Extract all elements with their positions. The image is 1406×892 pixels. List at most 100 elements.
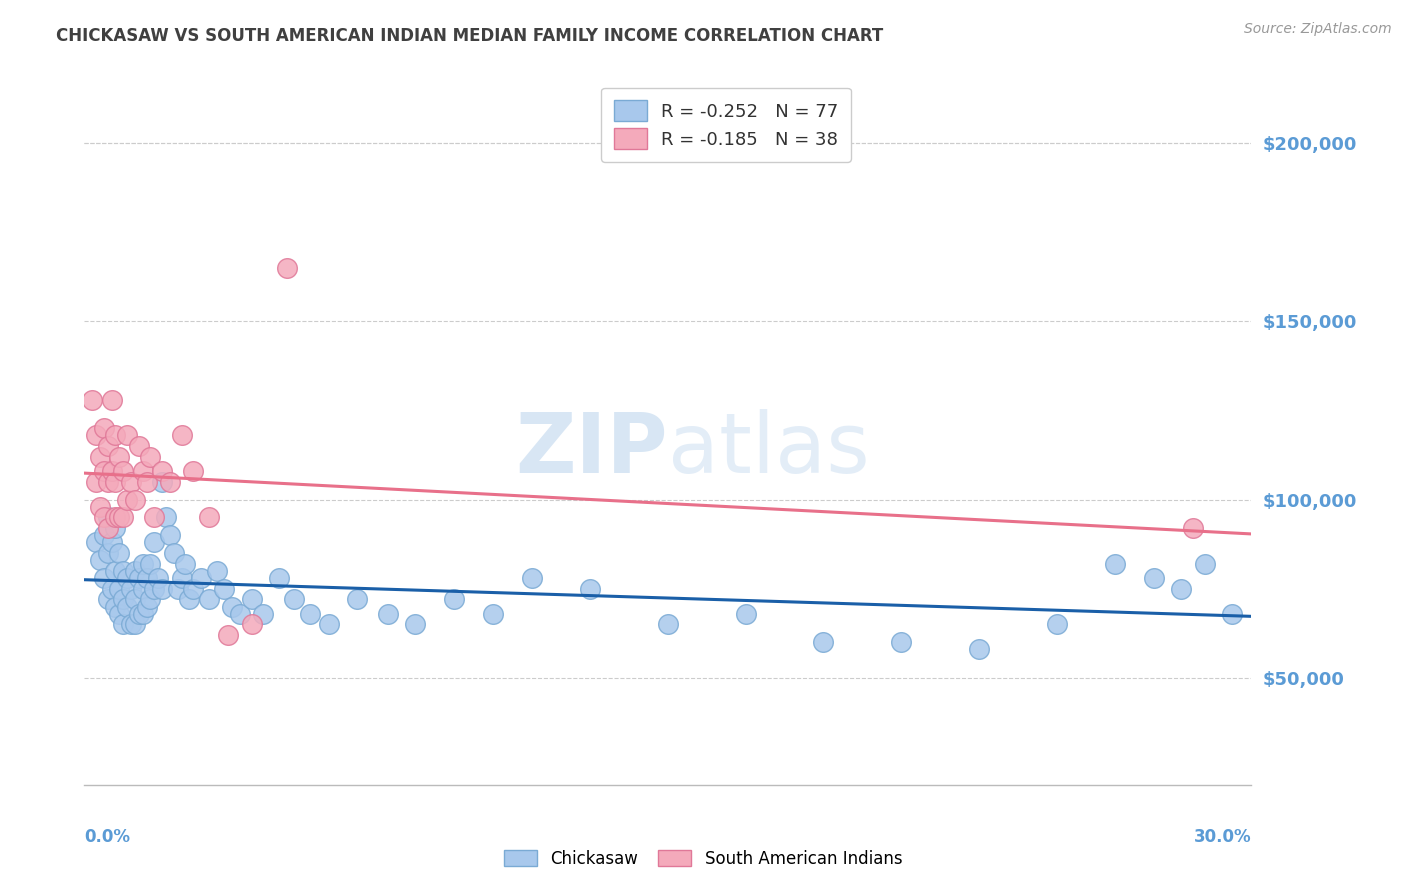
Point [229, 607, 252, 621]
Point [108, 510, 131, 524]
Point [128, 439, 150, 453]
Point [205, 564, 228, 578]
Point [139, 450, 162, 464]
Point [115, 571, 138, 585]
Point [298, 607, 321, 621]
Point [97, 510, 120, 524]
Point [1143, 571, 1166, 585]
Point [1181, 521, 1204, 535]
Text: CHICKASAW VS SOUTH AMERICAN INDIAN MEDIAN FAMILY INCOME CORRELATION CHART: CHICKASAW VS SOUTH AMERICAN INDIAN MEDIA… [56, 27, 883, 45]
Point [482, 607, 505, 621]
Legend: R = -0.252   N = 77, R = -0.185   N = 38: R = -0.252 N = 77, R = -0.185 N = 38 [602, 87, 851, 161]
Point [1194, 557, 1216, 571]
Point [181, 464, 204, 478]
Text: atlas: atlas [668, 409, 869, 490]
Point [579, 582, 602, 596]
Point [221, 599, 243, 614]
Point [181, 582, 204, 596]
Point [1046, 617, 1069, 632]
Point [813, 635, 835, 649]
Point [104, 510, 127, 524]
Point [89, 500, 111, 514]
Point [100, 535, 122, 549]
Point [143, 535, 166, 549]
Point [97, 592, 120, 607]
Point [120, 582, 142, 596]
Point [84, 428, 107, 442]
Point [198, 592, 221, 607]
Point [135, 475, 157, 489]
Point [115, 599, 138, 614]
Point [135, 599, 157, 614]
Point [132, 582, 155, 596]
Point [84, 475, 107, 489]
Point [128, 571, 150, 585]
Point [346, 592, 368, 607]
Point [93, 464, 115, 478]
Point [159, 528, 181, 542]
Point [104, 599, 127, 614]
Point [112, 564, 135, 578]
Point [97, 546, 120, 560]
Point [198, 510, 221, 524]
Point [139, 592, 162, 607]
Point [93, 510, 115, 524]
Point [217, 628, 239, 642]
Point [132, 607, 155, 621]
Legend: Chickasaw, South American Indians: Chickasaw, South American Indians [496, 844, 910, 875]
Point [115, 428, 138, 442]
Point [404, 617, 426, 632]
Point [115, 492, 138, 507]
Point [163, 546, 186, 560]
Point [734, 607, 756, 621]
Point [283, 592, 305, 607]
Point [967, 642, 990, 657]
Point [377, 607, 399, 621]
Text: ZIP: ZIP [516, 409, 668, 490]
Point [132, 557, 155, 571]
Point [104, 564, 127, 578]
Point [84, 535, 107, 549]
Point [89, 553, 111, 567]
Point [166, 582, 188, 596]
Point [100, 464, 122, 478]
Point [148, 571, 170, 585]
Point [150, 475, 173, 489]
Point [97, 521, 120, 535]
Point [155, 510, 177, 524]
Point [100, 582, 122, 596]
Point [1220, 607, 1243, 621]
Point [179, 592, 201, 607]
Point [150, 464, 173, 478]
Point [100, 392, 122, 407]
Point [657, 617, 679, 632]
Point [93, 528, 115, 542]
Point [443, 592, 465, 607]
Point [108, 607, 131, 621]
Point [1170, 582, 1192, 596]
Point [97, 475, 120, 489]
Text: Source: ZipAtlas.com: Source: ZipAtlas.com [1244, 22, 1392, 37]
Point [108, 546, 131, 560]
Point [89, 450, 111, 464]
Point [124, 492, 146, 507]
Point [252, 607, 274, 621]
Point [267, 571, 290, 585]
Point [240, 617, 263, 632]
Point [214, 582, 236, 596]
Point [82, 392, 104, 407]
Point [170, 571, 193, 585]
Point [143, 510, 166, 524]
Point [124, 564, 146, 578]
Point [112, 510, 135, 524]
Point [139, 557, 162, 571]
Point [1104, 557, 1126, 571]
Point [150, 582, 173, 596]
Point [170, 428, 193, 442]
Point [174, 557, 197, 571]
Point [104, 428, 127, 442]
Point [520, 571, 543, 585]
Point [318, 617, 340, 632]
Point [112, 464, 135, 478]
Point [104, 521, 127, 535]
